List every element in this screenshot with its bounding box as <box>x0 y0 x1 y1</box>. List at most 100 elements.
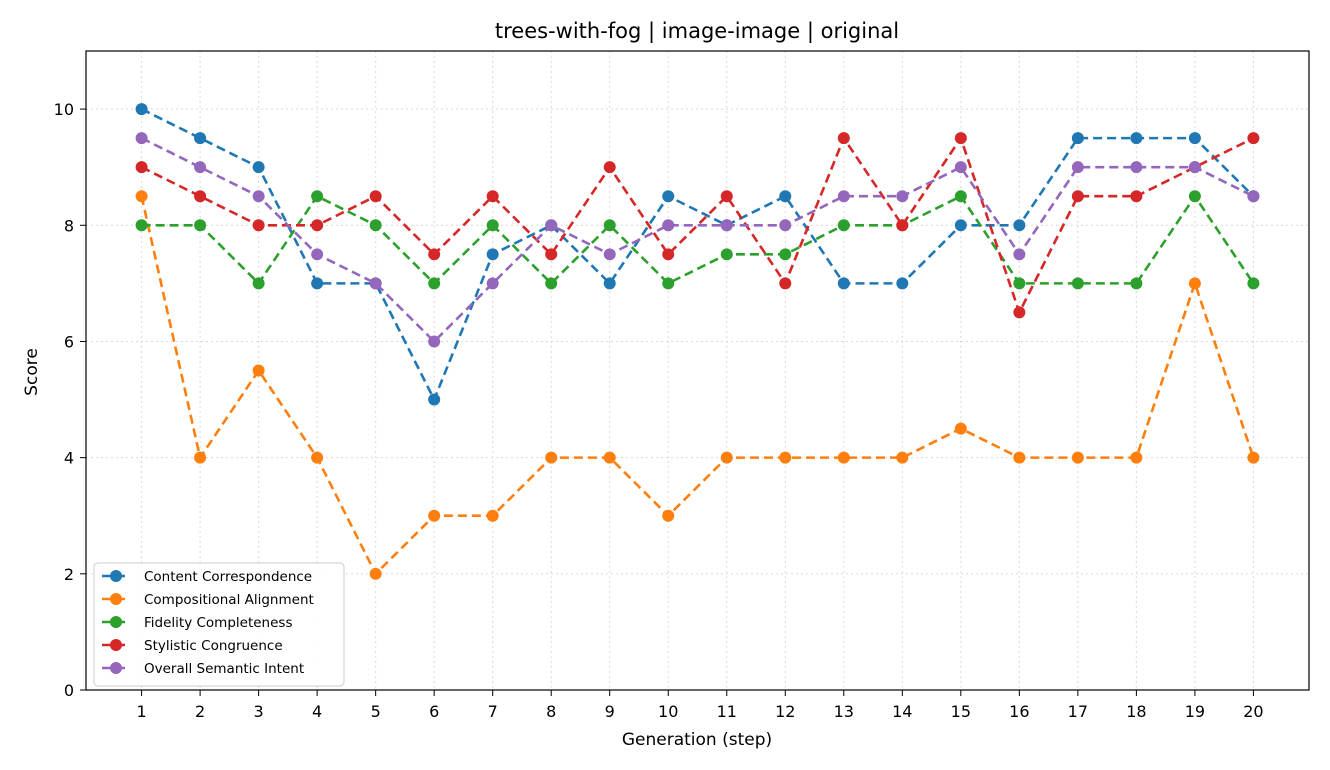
series-2 <box>135 190 1260 580</box>
x-tick-label: 6 <box>429 702 439 721</box>
series-line <box>141 193 1255 286</box>
data-point <box>252 364 265 377</box>
data-point <box>194 190 207 203</box>
data-point <box>135 161 148 174</box>
x-tick-label: 10 <box>658 702 678 721</box>
y-axis-ticks: 0 2 4 6 8 10 <box>54 100 86 700</box>
legend: Content Correspondence Compositional Alig… <box>93 562 345 687</box>
y-axis-label: Score <box>22 348 42 396</box>
data-point <box>194 132 207 145</box>
data-point <box>1013 277 1026 290</box>
data-point <box>486 190 499 203</box>
data-point <box>603 451 616 464</box>
y-tick-label: 6 <box>64 332 74 351</box>
data-point <box>135 190 148 203</box>
data-point <box>662 509 675 522</box>
data-point <box>1071 190 1084 203</box>
data-point <box>252 161 265 174</box>
data-point <box>1013 306 1026 319</box>
legend-swatch-marker <box>110 639 122 651</box>
data-point <box>896 219 909 232</box>
data-point <box>1130 132 1143 145</box>
data-point <box>1247 451 1260 464</box>
x-tick-label: 15 <box>951 702 971 721</box>
legend-swatch-marker <box>110 662 122 674</box>
legend-entry: Overall Semantic Intent <box>144 661 304 677</box>
data-point <box>720 190 733 203</box>
data-point <box>545 451 558 464</box>
data-point <box>1188 190 1201 203</box>
data-point <box>135 132 148 145</box>
data-point <box>1188 132 1201 145</box>
legend-swatch-marker <box>110 593 122 605</box>
data-point <box>486 509 499 522</box>
series-3 <box>135 190 1260 290</box>
series-line <box>141 107 1255 403</box>
data-point <box>1130 161 1143 174</box>
data-point <box>311 219 324 232</box>
data-point <box>896 451 909 464</box>
data-point <box>1247 277 1260 290</box>
grid <box>86 51 1309 691</box>
data-point <box>135 103 148 116</box>
data-point <box>194 219 207 232</box>
data-point <box>428 393 441 406</box>
data-point <box>837 451 850 464</box>
data-point <box>428 277 441 290</box>
x-tick-label: 19 <box>1185 702 1205 721</box>
data-point <box>1071 132 1084 145</box>
data-point <box>1188 161 1201 174</box>
x-axis-label: Generation (step) <box>622 730 772 750</box>
x-tick-label: 13 <box>834 702 854 721</box>
x-axis-ticks: 1 2 3 4 5 6 7 8 9 10 11 12 13 14 15 16 17 18 19 20 <box>136 690 1264 721</box>
data-point <box>779 451 792 464</box>
legend-swatch-marker <box>110 570 122 582</box>
data-point <box>1013 219 1026 232</box>
x-tick-label: 18 <box>1126 702 1146 721</box>
x-tick-label: 3 <box>254 702 264 721</box>
data-point <box>954 132 967 145</box>
series-line <box>141 136 1254 344</box>
data-point <box>720 451 733 464</box>
x-tick-label: 2 <box>195 702 205 721</box>
data-point <box>486 277 499 290</box>
data-point <box>369 277 382 290</box>
data-point <box>311 190 324 203</box>
data-point <box>720 219 733 232</box>
data-point <box>1071 161 1084 174</box>
data-point <box>545 277 558 290</box>
data-point <box>662 277 675 290</box>
data-point <box>779 190 792 203</box>
data-point <box>252 219 265 232</box>
x-tick-label: 11 <box>717 702 737 721</box>
data-point <box>428 335 441 348</box>
data-point <box>720 248 733 261</box>
data-point <box>603 161 616 174</box>
data-point <box>779 219 792 232</box>
data-point <box>1071 451 1084 464</box>
series-line <box>141 135 1254 316</box>
data-point <box>311 451 324 464</box>
data-point <box>1013 451 1026 464</box>
plot-frame <box>85 50 1310 691</box>
data-point <box>837 219 850 232</box>
data-point <box>369 567 382 580</box>
data-point <box>837 277 850 290</box>
legend-entry: Stylistic Congruence <box>144 638 283 654</box>
series-1 <box>135 103 1260 406</box>
chart-title: trees-with-fog | image-image | original <box>495 19 899 44</box>
data-point <box>837 190 850 203</box>
data-point <box>545 248 558 261</box>
x-tick-label: 12 <box>775 702 795 721</box>
x-tick-label: 1 <box>136 702 146 721</box>
data-point <box>779 277 792 290</box>
series-layer <box>135 103 1260 580</box>
x-tick-label: 7 <box>488 702 498 721</box>
data-point <box>369 219 382 232</box>
x-tick-label: 9 <box>605 702 615 721</box>
data-point <box>954 422 967 435</box>
data-point <box>428 248 441 261</box>
y-tick-label: 10 <box>54 100 74 119</box>
x-tick-label: 5 <box>371 702 381 721</box>
